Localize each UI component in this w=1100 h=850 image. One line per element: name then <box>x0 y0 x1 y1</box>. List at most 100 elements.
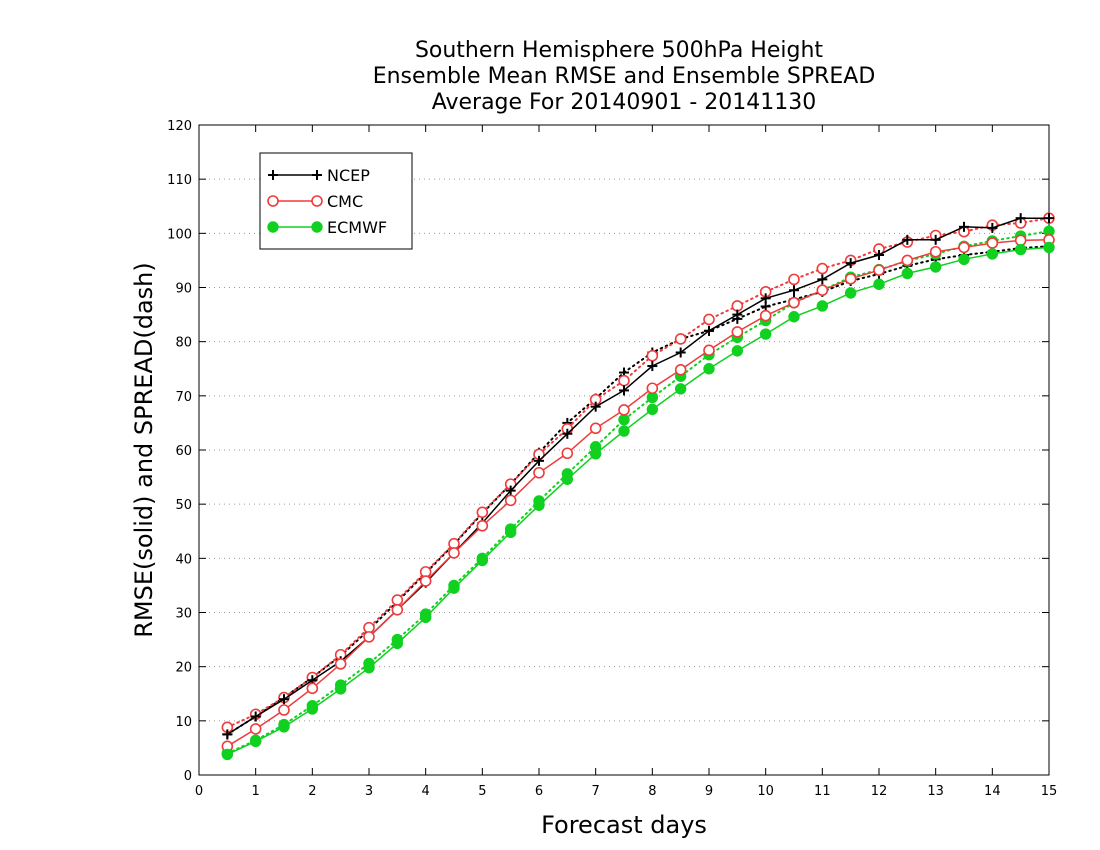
point-ecmwf-rmse <box>1043 241 1055 254</box>
x-tick-label: 5 <box>478 784 486 799</box>
point-ecmwf-rmse <box>816 300 829 312</box>
point-cmc-rmse <box>306 682 319 695</box>
y-tick-label: 110 <box>167 173 192 188</box>
x-tick-label: 3 <box>365 784 373 799</box>
point-cmc-rmse <box>533 466 545 479</box>
point-cmc-rmse <box>448 547 460 559</box>
point-ncep-rmse <box>817 274 828 285</box>
y-tick-label: 90 <box>175 282 192 297</box>
point-ncep-rmse <box>874 250 884 260</box>
point-cmc-rmse <box>476 520 489 532</box>
point-cmc-rmse <box>816 284 829 297</box>
point-ecmwf-rmse <box>731 345 744 357</box>
point-cmc-spread <box>788 273 800 286</box>
point-ecmwf-rmse <box>391 637 404 650</box>
point-ecmwf-rmse <box>448 582 460 594</box>
point-ecmwf-rmse <box>873 278 885 290</box>
series-cmc-rmse <box>221 234 1055 753</box>
point-cmc-spread <box>703 313 715 326</box>
line-cmc-rmse <box>226 239 1050 747</box>
x-tick-label: 14 <box>984 784 1001 799</box>
x-tick-label: 8 <box>648 784 656 799</box>
legend-marker <box>267 221 279 233</box>
point-ncep-rmse <box>1044 213 1054 224</box>
point-cmc-rmse <box>618 404 630 416</box>
grid-lines <box>199 178 1049 722</box>
chart-title-line-1: Southern Hemisphere 500hPa Height <box>415 38 823 63</box>
x-tick-label: 7 <box>592 784 600 799</box>
point-ecmwf-rmse <box>958 253 970 266</box>
point-ncep-rmse <box>902 234 913 245</box>
y-axis-label: RMSE(solid) and SPREAD(dash) <box>130 262 158 638</box>
point-ncep-rmse <box>534 455 544 466</box>
point-ncep-rmse <box>279 694 289 705</box>
x-tick-label: 2 <box>308 784 316 799</box>
x-tick-label: 6 <box>535 784 543 799</box>
y-tick-label: 30 <box>175 607 192 622</box>
series-ncep-rmse <box>222 213 1054 740</box>
point-ncep-rmse <box>619 385 629 396</box>
point-cmc-rmse <box>419 575 432 587</box>
point-ecmwf-rmse <box>306 703 319 715</box>
point-ncep-rmse <box>987 222 998 233</box>
point-cmc-spread <box>618 374 630 387</box>
y-tick-label: 80 <box>175 336 192 351</box>
point-ncep-rmse <box>760 293 771 304</box>
legend: NCEP CMC ECMWF <box>259 152 413 250</box>
point-ecmwf-rmse <box>646 403 659 416</box>
point-cmc-rmse <box>759 309 772 322</box>
point-ecmwf-spread <box>618 413 630 426</box>
y-tick-label: 120 <box>167 119 192 134</box>
point-cmc-spread <box>476 506 489 519</box>
point-ncep-rmse <box>930 234 941 245</box>
legend-entry-ncep: NCEP <box>268 166 370 185</box>
point-cmc-rmse <box>873 264 885 276</box>
y-tick-label: 20 <box>175 661 192 676</box>
point-ecmwf-rmse <box>221 748 234 761</box>
point-cmc-rmse <box>731 326 744 338</box>
line-ncep-spread <box>226 245 1050 736</box>
point-cmc-spread <box>391 594 404 606</box>
point-ncep-rmse <box>845 258 856 269</box>
point-ecmwf-rmse <box>618 425 630 437</box>
x-tick-label: 10 <box>757 784 774 799</box>
x-tick-label: 0 <box>195 784 203 799</box>
point-ecmwf-rmse <box>334 683 347 695</box>
series-cmc-spread <box>221 212 1055 734</box>
y-tick-label: 70 <box>175 390 192 405</box>
y-tick-label: 10 <box>175 715 192 730</box>
point-cmc-rmse <box>674 364 687 376</box>
point-cmc-rmse <box>363 631 375 643</box>
point-cmc-rmse <box>901 254 914 267</box>
y-tick-label: 50 <box>175 498 192 513</box>
line-ncep-rmse <box>226 217 1049 736</box>
legend-marker <box>268 170 278 180</box>
line-cmc-spread <box>226 217 1050 729</box>
point-ecmwf-rmse <box>419 611 432 624</box>
point-ncep-rmse <box>704 325 714 336</box>
point-ecmwf-rmse <box>1014 243 1027 256</box>
legend-marker <box>267 195 279 207</box>
point-cmc-rmse <box>589 422 602 435</box>
point-ncep-rmse <box>590 401 601 412</box>
point-ecmwf-rmse <box>844 287 857 299</box>
point-ecmwf-rmse <box>504 526 517 539</box>
point-ecmwf-rmse <box>561 473 574 485</box>
legend-label: ECMWF <box>327 218 387 237</box>
x-tick-label: 1 <box>252 784 260 799</box>
point-ecmwf-rmse <box>249 735 262 748</box>
series-ecmwf-spread <box>221 225 1055 760</box>
x-tick-label: 15 <box>1041 784 1058 799</box>
point-ncep-rmse <box>1015 213 1026 224</box>
chart-title-line-3: Average For 20140901 - 20141130 <box>432 90 817 115</box>
point-cmc-rmse <box>561 447 574 460</box>
point-cmc-rmse <box>929 245 942 258</box>
point-ecmwf-rmse <box>476 554 489 567</box>
point-ncep-rmse <box>647 361 658 372</box>
point-cmc-rmse <box>703 344 715 357</box>
x-tick-label: 13 <box>927 784 944 799</box>
point-cmc-rmse <box>391 603 404 616</box>
x-tick-label: 12 <box>871 784 888 799</box>
series-ecmwf-rmse <box>221 241 1055 761</box>
legend-marker <box>311 195 323 207</box>
